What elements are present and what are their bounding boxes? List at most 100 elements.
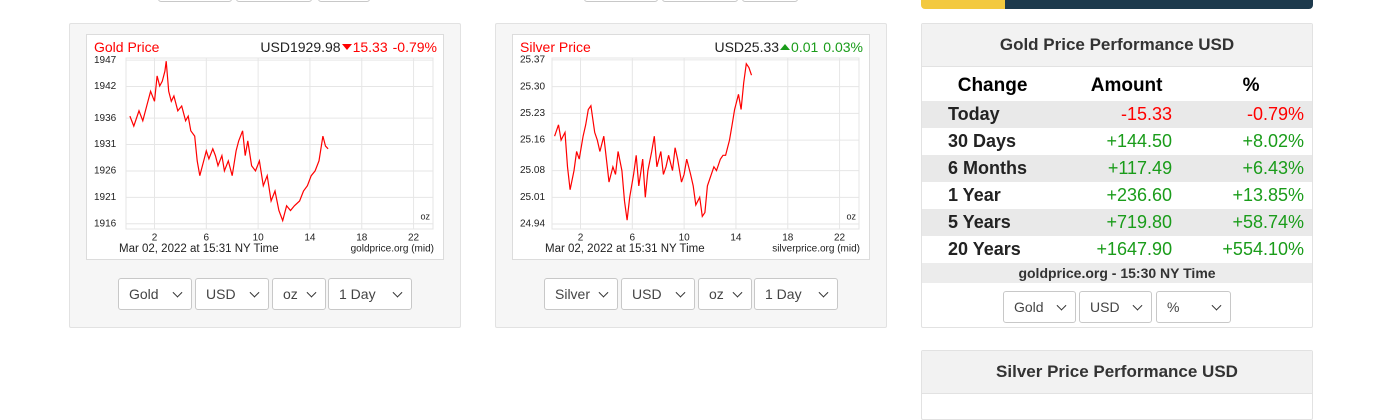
- change-percent: 0.03%: [823, 39, 863, 55]
- y-tick-label: 25.01: [520, 192, 545, 203]
- performance-panel: Gold Price Performance USD Change Amount%…: [921, 23, 1313, 328]
- panel-title: Gold Price Performance USD: [922, 24, 1312, 67]
- y-tick-label: 1926: [94, 166, 117, 177]
- select-stub: [236, 0, 312, 2]
- y-tick-label: 25.08: [520, 165, 545, 176]
- x-tick-label: 2: [578, 233, 584, 244]
- column-header: Amount: [1090, 75, 1163, 96]
- dropdown[interactable]: %: [1156, 291, 1231, 323]
- x-tick-label: 22: [834, 233, 846, 244]
- table-cell: +144.50: [1106, 131, 1173, 151]
- table-cell: +554.10%: [1222, 239, 1304, 259]
- dropdown[interactable]: 1 Day: [754, 278, 838, 310]
- table-cell: -0.79%: [1246, 104, 1304, 124]
- dropdown-chevron: [172, 287, 183, 298]
- dropdown-label: USD: [1090, 299, 1120, 315]
- y-tick-label: 1936: [94, 113, 117, 124]
- change: 0.01: [791, 39, 819, 55]
- change-percent: -0.79%: [392, 39, 437, 55]
- dropdown[interactable]: oz: [272, 278, 326, 310]
- x-tick-label: 14: [730, 233, 742, 244]
- y-tick-label: 24.94: [520, 219, 545, 230]
- y-tick-label: 25.37: [520, 55, 545, 66]
- table-cell: Today: [948, 104, 1000, 124]
- chart-title: Gold Price: [94, 39, 160, 55]
- plot-frame: [125, 57, 434, 230]
- header-row: Change Amount%: [922, 71, 1312, 101]
- y-tick-label: 25.30: [520, 81, 545, 92]
- table-row: 6 Months +117.49 +6.43%: [922, 155, 1312, 182]
- x-tick-label: 18: [782, 233, 794, 244]
- table-cell: 20 Years: [948, 239, 1021, 259]
- chart: 1947 1942 1936 1931 1926 1921 1916 2 6 10 14 18 22 oz…: [94, 55, 434, 255]
- x-tick-label: 22: [408, 233, 420, 244]
- y-tick-label: 25.16: [520, 135, 545, 146]
- dropdown[interactable]: USD: [621, 278, 695, 310]
- dropdown[interactable]: 1 Day: [328, 278, 412, 310]
- table-cell: 30 Days: [948, 131, 1017, 151]
- y-tick-label: 25.23: [520, 108, 545, 119]
- price-header: USD25.33 0.01 0.03%: [714, 39, 863, 55]
- performance-table: Change Amount% Today -15.33 -0.79% 30 Days +14…: [922, 71, 1312, 263]
- price-header: USD1929.98 15.33 -0.79%: [260, 39, 437, 55]
- dropdown-chevron: [732, 287, 743, 298]
- price: USD25.33: [714, 39, 780, 55]
- y-tick-label: 1921: [94, 192, 117, 203]
- y-tick-label: 1931: [94, 139, 117, 150]
- chart-caption: Mar 02, 2022 at 15:31 NY Time: [545, 243, 705, 255]
- table-row: Today -15.33 -0.79%: [922, 101, 1312, 128]
- table-cell: +1647.90: [1096, 239, 1173, 259]
- change-arrow: [780, 44, 791, 50]
- chart-box: 1947 1942 1936 1931 1926 1921 1916 2 6 10 14 18 22 oz…: [86, 34, 444, 260]
- x-tick-label: 10: [253, 233, 265, 244]
- table-cell: 5 Years: [948, 212, 1011, 232]
- dropdown-chevron: [249, 287, 260, 298]
- select-stub: [742, 0, 798, 2]
- change-arrow: [341, 44, 352, 50]
- dropdown-label: oz: [709, 286, 724, 302]
- column-header: %: [1242, 75, 1260, 96]
- table-cell: -15.33: [1121, 104, 1173, 124]
- dropdown-chevron: [1211, 300, 1222, 311]
- dropdown-label: 1 Day: [765, 286, 802, 302]
- x-tick-label: 6: [204, 233, 210, 244]
- page: 1947 1942 1936 1931 1926 1921 1916 2 6 10 14 18 22 oz…: [69, 0, 1313, 420]
- panel-title: Silver Price Performance USD: [922, 351, 1312, 394]
- x-tick-label: 18: [356, 233, 368, 244]
- dropdown-label: Silver: [555, 286, 591, 302]
- dropdown[interactable]: USD: [1079, 291, 1152, 323]
- select-stub: [662, 0, 738, 2]
- table-row: 30 Days +144.50 +8.02%: [922, 128, 1312, 155]
- price-line: [129, 61, 329, 223]
- dropdown[interactable]: Gold: [1003, 291, 1076, 323]
- dropdown-chevron: [818, 287, 829, 298]
- table-footer: goldprice.org - 15:30 NY Time: [922, 263, 1312, 283]
- dropdown[interactable]: USD: [195, 278, 269, 310]
- dropdown-chevron: [598, 287, 609, 298]
- dropdown-chevron: [306, 287, 317, 298]
- y-tick-label: 1942: [94, 81, 117, 92]
- dropdown[interactable]: oz: [698, 278, 752, 310]
- x-tick-label: 6: [630, 233, 636, 244]
- dropdown-chevron: [392, 287, 403, 298]
- dropdown-chevron: [1056, 300, 1067, 311]
- arrow-shape: [780, 44, 791, 50]
- dropdown-chevron: [1132, 300, 1143, 311]
- dropdown[interactable]: Gold: [118, 278, 192, 310]
- dropdown-label: %: [1167, 299, 1180, 315]
- table-cell: 6 Months: [948, 158, 1027, 178]
- dropdown-label: Gold: [129, 286, 159, 302]
- x-tick-label: 10: [679, 233, 691, 244]
- x-tick-label: 2: [152, 233, 158, 244]
- chart-box: 25.37 25.30 25.23 25.16 25.08 25.01 24.94 2 6 10 1…: [512, 34, 870, 260]
- dropdown[interactable]: Silver: [544, 278, 618, 310]
- table-cell: +58.74%: [1232, 212, 1304, 232]
- y-tick-label: 1916: [94, 218, 117, 229]
- plot-frame: [551, 57, 860, 230]
- column-header: Change: [957, 75, 1028, 96]
- table-cell: +8.02%: [1242, 131, 1304, 151]
- unit-label: oz: [846, 211, 856, 221]
- x-tick-label: 14: [304, 233, 316, 244]
- change: 15.33: [352, 39, 388, 55]
- dropdown-label: 1 Day: [339, 286, 376, 302]
